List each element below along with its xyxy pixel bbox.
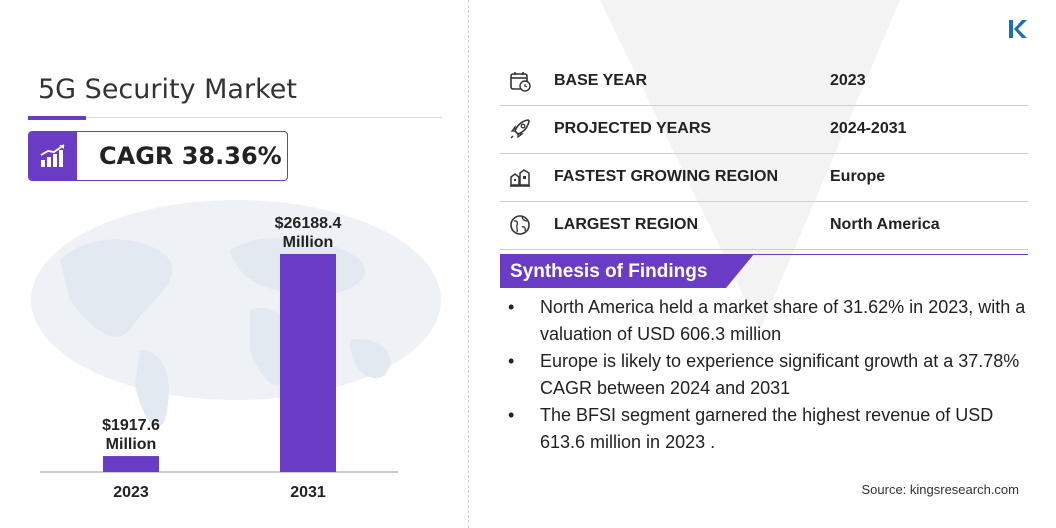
- region-growth-icon: [508, 165, 532, 189]
- finding-item: • North America held a market share of 31…: [508, 294, 1028, 348]
- synthesis-title: Synthesis of Findings: [510, 261, 708, 282]
- bullet-icon: •: [508, 351, 515, 371]
- summary-row-label: LARGEST REGION: [554, 216, 699, 233]
- source-credit: Source: kingsresearch.com: [861, 482, 1019, 497]
- summary-row-label: BASE YEAR: [554, 72, 648, 89]
- summary-row-projected-years: PROJECTED YEARS 2024-2031: [500, 105, 1028, 154]
- synthesis-rule: [500, 254, 1028, 255]
- cagr-value: CAGR 38.36%: [99, 142, 282, 170]
- category-label-2031: 2031: [290, 484, 326, 501]
- summary-row-label: PROJECTED YEARS: [554, 120, 712, 137]
- bar-value-label-2023: $1917.6 Million: [102, 417, 160, 453]
- category-label-2023: 2023: [113, 484, 149, 501]
- calendar-icon: [508, 69, 532, 93]
- findings-list: • North America held a market share of 31…: [508, 294, 1028, 456]
- synthesis-header-banner: [500, 254, 754, 288]
- cagr-badge: CAGR 38.36%: [28, 131, 288, 181]
- summary-row-largest-region: LARGEST REGION North America: [500, 201, 1028, 250]
- summary-row-value: 2024-2031: [830, 120, 907, 137]
- summary-row-value: 2023: [830, 72, 866, 89]
- bar-2023: [103, 456, 159, 472]
- kings-research-logo: [1009, 20, 1027, 38]
- finding-text: North America held a market share of 31.…: [540, 297, 1026, 344]
- bar-chart: $1917.6 Million 2023 $26188.4 Million 2031: [31, 200, 441, 501]
- summary-row-value: North America: [830, 216, 940, 233]
- bullet-icon: •: [508, 297, 515, 317]
- summary-row-fastest-growing-region: FASTEST GROWING REGION Europe: [500, 153, 1028, 202]
- summary-row-value: Europe: [830, 168, 886, 185]
- background-triangle: [600, 0, 900, 330]
- bar-2031: [280, 254, 336, 472]
- page-title: 5G Security Market: [38, 74, 297, 105]
- finding-item: • Europe is likely to experience signific…: [508, 348, 1028, 402]
- title-accent-bar: [28, 116, 86, 120]
- panel-divider: [468, 0, 469, 528]
- title-rule: [28, 117, 442, 118]
- finding-text: The BFSI segment garnered the highest re…: [540, 405, 994, 452]
- bar-value-label-2031: $26188.4 Million: [275, 215, 342, 251]
- finding-text: Europe is likely to experience significa…: [540, 351, 1020, 398]
- finding-item: • The BFSI segment garnered the highest r…: [508, 402, 1028, 456]
- globe-icon: [508, 213, 532, 237]
- bullet-icon: •: [508, 405, 515, 425]
- rocket-icon: [508, 117, 532, 141]
- left-panel: 5G Security Market CAGR 38.36%: [0, 0, 468, 528]
- summary-row-label: FASTEST GROWING REGION: [554, 168, 779, 185]
- summary-row-base-year: BASE YEAR 2023: [500, 57, 1028, 106]
- growth-chart-icon: [29, 132, 77, 180]
